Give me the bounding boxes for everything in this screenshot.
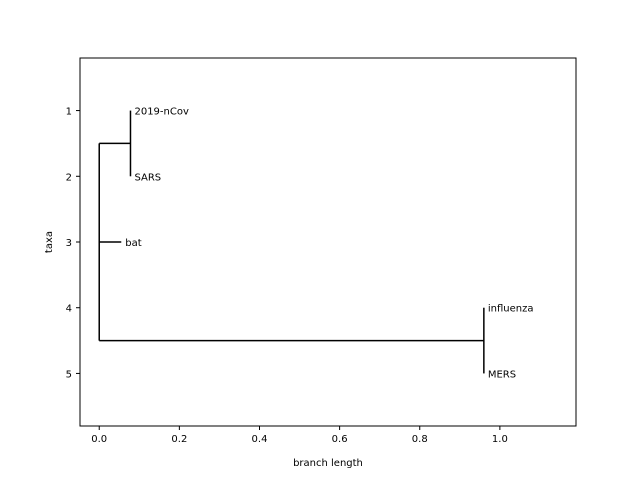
y-tick-label: 3 <box>66 238 72 249</box>
x-axis-label: branch length <box>293 458 363 469</box>
y-axis-ticks: 1 2 3 4 5 <box>66 107 80 380</box>
y-axis-label: taxa <box>44 231 55 253</box>
y-tick-label: 1 <box>66 107 72 118</box>
taxon-label: MERS <box>488 369 516 380</box>
x-tick-label: 0.0 <box>91 434 107 445</box>
x-tick-label: 0.4 <box>252 434 268 445</box>
taxon-labels: 2019-nCov SARS bat influenza MERS <box>125 107 533 381</box>
x-tick-label: 1.0 <box>492 434 508 445</box>
x-tick-label: 0.8 <box>412 434 428 445</box>
x-axis-ticks: 0.0 0.2 0.4 0.6 0.8 1.0 <box>91 426 508 445</box>
x-tick-label: 0.6 <box>332 434 348 445</box>
y-tick-label: 4 <box>66 304 72 315</box>
tree-branches <box>98 110 485 374</box>
y-tick-label: 2 <box>66 172 72 183</box>
y-tick-label: 5 <box>66 369 72 380</box>
x-tick-label: 0.2 <box>171 434 187 445</box>
taxon-label: 2019-nCov <box>134 107 188 118</box>
taxon-label: bat <box>125 238 141 249</box>
taxon-label: SARS <box>134 172 161 183</box>
taxon-label: influenza <box>488 304 534 315</box>
